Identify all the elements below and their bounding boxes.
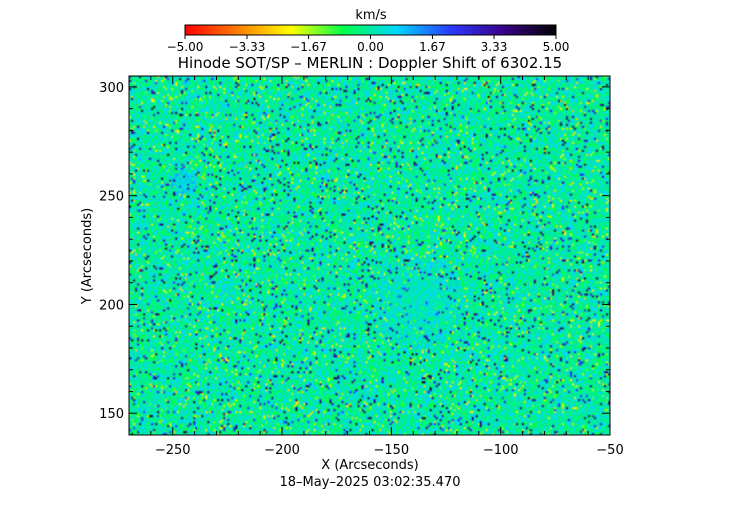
colorbar: km/s −5.00 −3.33 −1.67 0.00 1.67 3.33 5.00 [167, 8, 570, 54]
x-tick-label: −250 [155, 443, 191, 458]
axis-ticks: −250 −200 −150 −100 −50 150 200 250 300 [99, 76, 624, 458]
colorbar-gradient [184, 24, 557, 36]
x-tick-label: −100 [483, 443, 519, 458]
plot-area: −250 −200 −150 −100 −50 150 200 250 300 [99, 75, 624, 458]
x-axis-label: X (Arcseconds) [321, 458, 418, 473]
y-tick-label: 200 [99, 298, 124, 313]
x-tick-label: −200 [264, 443, 300, 458]
colorbar-tick-label: −5.00 [167, 40, 204, 54]
timestamp: 18–May–2025 03:02:35.470 [280, 475, 461, 490]
y-axis-label: Y (Arcseconds) [80, 208, 95, 305]
x-tick-label: −150 [374, 443, 410, 458]
x-tick-label: −50 [596, 443, 623, 458]
y-tick-label: 150 [99, 407, 124, 422]
colorbar-tick-label: 3.33 [481, 40, 508, 54]
colorbar-ticks: −5.00 −3.33 −1.67 0.00 1.67 3.33 5.00 [167, 35, 570, 54]
colorbar-tick-label: −1.67 [290, 40, 327, 54]
y-tick-label: 250 [99, 190, 124, 205]
colorbar-tick-label: −3.33 [229, 40, 266, 54]
chart-title: Hinode SOT/SP – MERLIN : Doppler Shift o… [178, 54, 562, 72]
colorbar-unit: km/s [355, 8, 387, 23]
colorbar-tick-label: 1.67 [419, 40, 446, 54]
y-tick-label: 300 [99, 81, 124, 96]
colorbar-tick-label: 5.00 [543, 40, 570, 54]
doppler-heatmap [129, 76, 610, 435]
colorbar-tick-label: 0.00 [357, 40, 384, 54]
